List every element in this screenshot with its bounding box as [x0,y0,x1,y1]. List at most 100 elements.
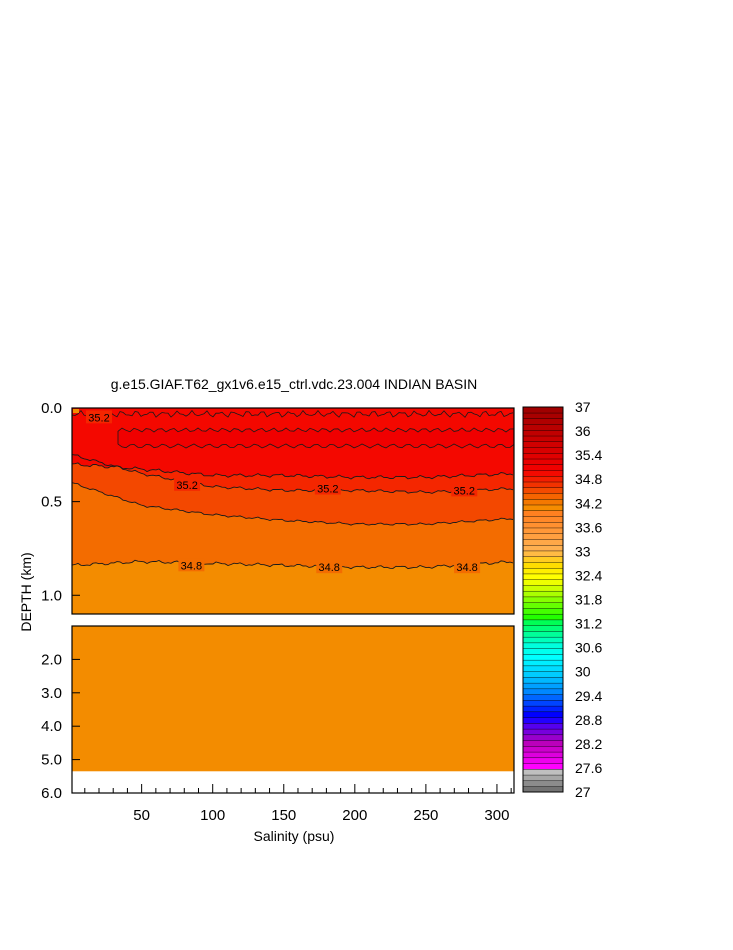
colorbar-swatch [522,498,564,506]
colorbar-label: 27 [575,784,591,800]
x-axis: 50 100 150 200 250 300 [84,784,512,824]
colorbar-label: 31.8 [575,592,602,608]
colorbar-swatch [522,625,564,632]
colorbar-label: 34.2 [575,495,602,511]
x-tick-label: 50 [133,807,150,824]
colorbar-swatch [522,527,564,534]
colorbar: 37 36 35.4 34.8 34.2 33.6 33 32.4 31.8 31.2 30.6 30… [522,399,602,800]
colorbar-swatch [522,412,564,419]
chart-title: g.e15.GIAF.T62_gx1v6.e15_ctrl.vdc.23.004… [111,376,478,392]
upper-panel: 35.2 35.2 35.2 35.2 34.8 34.8 34.8 0.0 0.5 1.0 [41,400,515,615]
x-axis-label: Salinity (psu) [254,828,335,844]
y-tick-label: 6.0 [41,785,62,802]
x-tick-label: 250 [413,807,438,824]
contour-label-bg [314,481,341,495]
colorbar-swatch [522,406,564,414]
contour-label: 34.8 [456,562,477,574]
colorbar-swatch [522,740,564,747]
y-tick-label: 3.0 [41,685,62,702]
colorbar-swatch [522,464,564,471]
colorbar-swatch [522,699,564,707]
colorbar-label: 28.2 [575,736,602,752]
colorbar-label: 31.2 [575,616,602,632]
colorbar-swatch [522,607,564,615]
contour-label-bg [451,483,478,497]
lower-fill [72,626,514,772]
colorbar-swatch [522,602,564,609]
colorbar-label: 33 [575,543,591,559]
contour-label: 34.8 [319,562,340,574]
lower-panel: 2.0 3.0 4.0 5.0 6.0 [41,625,515,802]
colorbar-swatch [522,642,564,649]
colorbar-swatch [522,722,564,730]
colorbar-swatch [522,717,564,724]
colorbar-swatch [522,786,564,793]
colorbar-swatch [522,636,564,644]
colorbar-swatch [522,441,564,448]
x-tick-label: 300 [484,807,509,824]
contour-35-4 [71,462,514,480]
contour-label-bg [454,560,481,574]
colorbar-swatch [522,728,564,736]
colorbar-label: 28.8 [575,712,602,728]
contour-label-bg [174,477,201,491]
colorbar-swatch [522,665,564,672]
colorbar-swatch [522,630,564,638]
colorbar-label: 27.6 [575,760,602,776]
colorbar-swatch [522,567,564,575]
colorbar-swatch [522,510,564,517]
colorbar-swatch [522,763,564,770]
colorbar-swatch [522,429,564,437]
colorbar-swatch [522,418,564,425]
contour-label: 35.2 [88,412,109,424]
colorbar-swatch [522,780,564,787]
lower-frame [71,625,515,794]
colorbar-label: 35.4 [575,447,602,463]
surface-patch [73,409,79,413]
colorbar-swatch [522,596,564,603]
colorbar-label: 34.8 [575,471,602,487]
colorbar-swatch [522,745,564,753]
colorbar-swatch [522,619,564,626]
colorbar-swatch [522,544,564,552]
colorbar-swatch [522,515,564,523]
colorbar-swatch [522,682,564,690]
colorbar-swatch [522,768,564,776]
contour-label: 35.2 [176,480,197,492]
x-tick-label: 100 [200,807,225,824]
y-tick-label: 4.0 [41,718,62,735]
upper-frame [71,407,515,615]
colorbar-swatch [522,573,564,580]
colorbar-swatch [522,504,564,511]
colorbar-swatch [522,734,564,741]
colorbar-swatch [522,538,564,546]
colorbar-swatch [522,458,564,465]
colorbar-frame [522,406,564,793]
colorbar-swatch [522,579,564,586]
colorbar-swatch [522,521,564,529]
colorbar-swatch [522,688,564,695]
contour-35-0 [71,482,514,526]
contour-label: 35.2 [317,484,338,496]
colorbar-swatch [522,556,564,563]
contour-34-8 [71,559,514,570]
colorbar-swatch [522,653,564,661]
colorbar-swatch [522,470,564,477]
x-tick-label: 200 [342,807,367,824]
colorbar-swatch [522,774,564,782]
y-tick-label: 0.0 [41,400,62,417]
surface-contour [71,409,514,418]
colorbar-swatch [522,487,564,494]
colorbar-label: 29.4 [575,688,602,704]
y-axis-label: DEPTH (km) [18,552,34,631]
colorbar-swatch [522,561,564,569]
colorbar-swatch [522,584,564,592]
colorbar-swatch [522,757,564,764]
colorbar-swatch [522,613,564,621]
colorbar-swatch [522,481,564,488]
colorbar-label: 36 [575,423,591,439]
colorbar-swatch [522,648,564,655]
y-tick-label: 0.5 [41,494,62,511]
colorbar-label: 33.6 [575,519,602,535]
